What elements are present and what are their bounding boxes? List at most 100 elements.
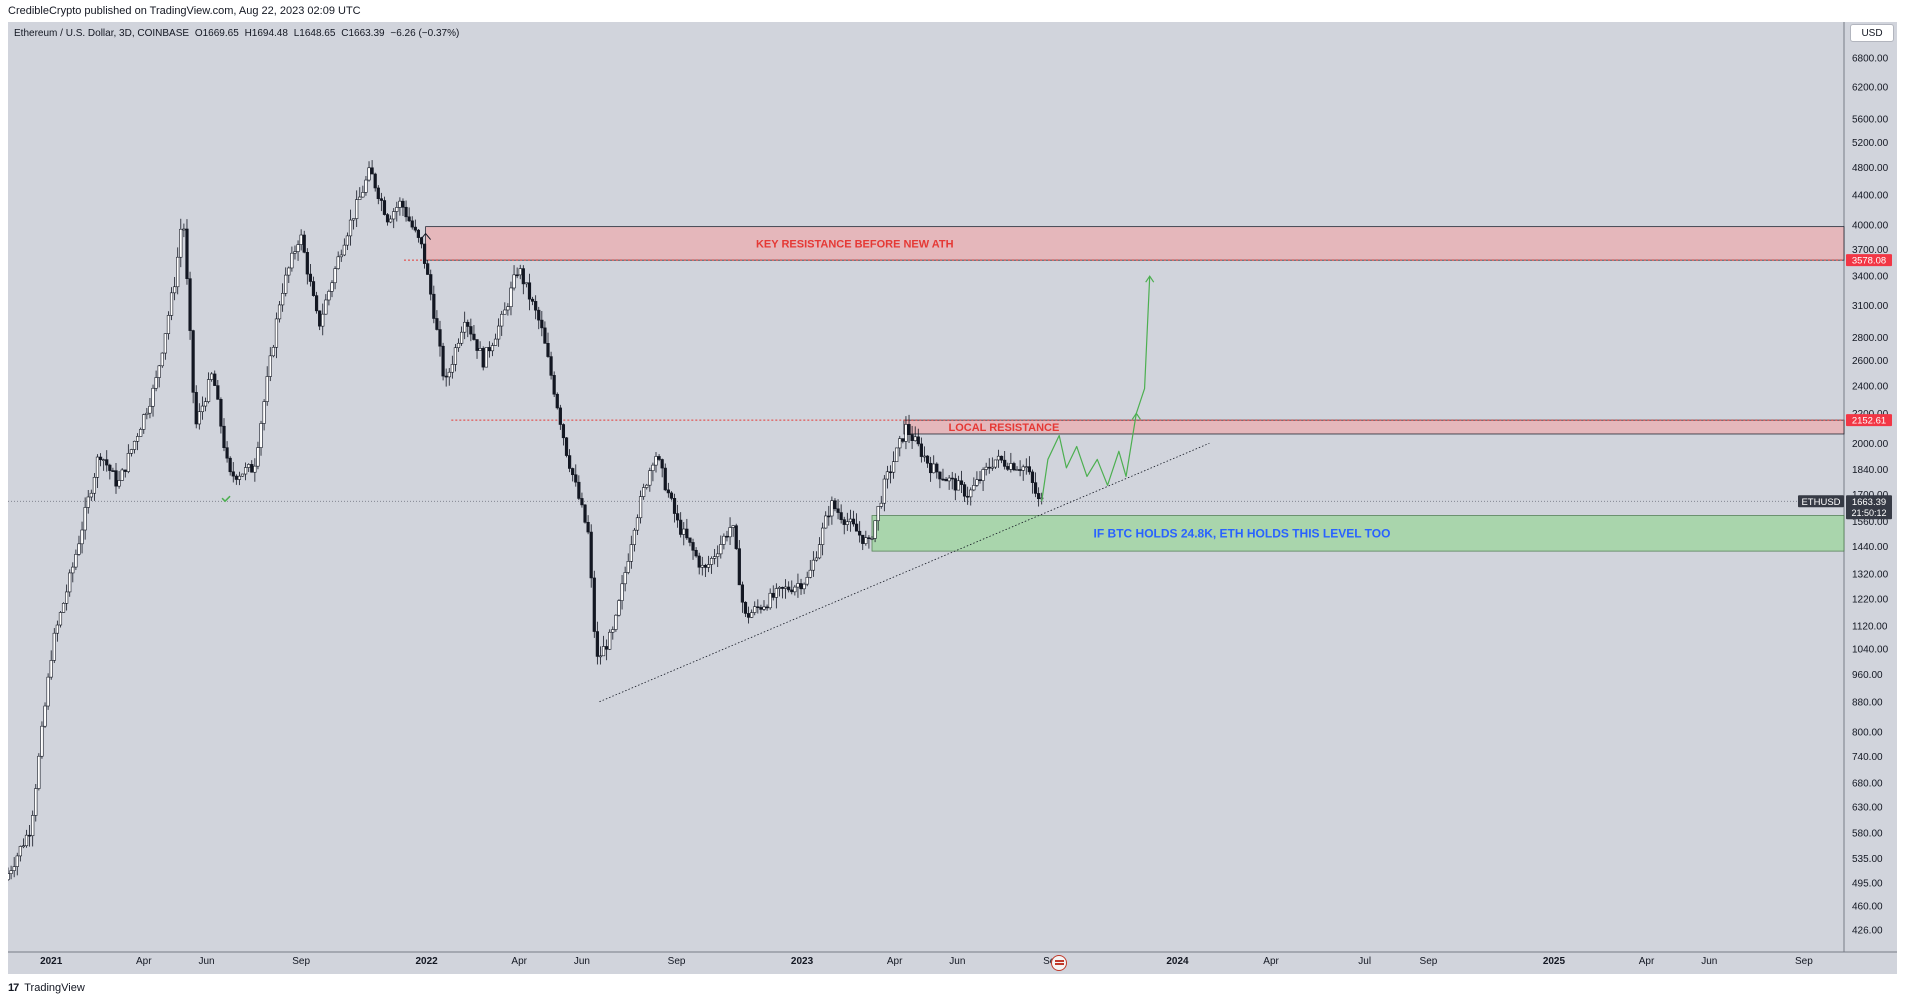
candle-body xyxy=(262,401,266,424)
candle-body xyxy=(922,455,927,458)
candle-body xyxy=(765,606,769,609)
candle-body xyxy=(27,834,32,837)
candle-body xyxy=(31,815,35,837)
candle-body xyxy=(848,518,852,523)
candle-body xyxy=(419,237,424,245)
candle-body xyxy=(999,455,1004,461)
candle-body xyxy=(675,513,680,521)
y-tick-label: 5600.00 xyxy=(1852,115,1889,126)
candle-body xyxy=(367,167,371,181)
y-tick-label: 4000.00 xyxy=(1852,221,1889,232)
candle-body xyxy=(432,293,436,319)
candle-body xyxy=(293,251,297,254)
candle-body xyxy=(506,306,510,311)
currency-button[interactable]: USD xyxy=(1850,24,1894,42)
candle-body xyxy=(259,423,263,448)
y-tick-label: 1120.00 xyxy=(1852,621,1888,632)
candle-body xyxy=(642,487,646,497)
check-mark-icon xyxy=(221,495,231,503)
candle-body xyxy=(577,481,581,499)
x-tick-label: 2022 xyxy=(416,956,439,967)
y-tick-label: 535.00 xyxy=(1852,854,1883,865)
candle-body xyxy=(904,424,908,442)
candle-body xyxy=(166,315,171,334)
candle-body xyxy=(731,525,735,528)
candle-body xyxy=(478,348,482,351)
candle-body xyxy=(126,453,130,472)
candle-body xyxy=(1037,493,1041,500)
candle-body xyxy=(422,243,427,264)
candle-body xyxy=(938,471,942,480)
candle-body xyxy=(336,256,340,269)
candle-body xyxy=(833,500,837,510)
candle-body xyxy=(821,527,825,545)
candle-body xyxy=(351,218,356,221)
candle-body xyxy=(447,371,451,378)
candle-body xyxy=(759,607,763,610)
chart-area[interactable]: 426.00 460.00 495.00 535.00 580.00 630.00 680.… xyxy=(8,22,1897,974)
candle-body xyxy=(114,470,118,487)
candle-body xyxy=(709,558,714,565)
candle-body xyxy=(117,480,121,487)
candle-body xyxy=(898,438,902,449)
candle-body xyxy=(142,414,146,430)
candle-body xyxy=(737,548,741,586)
candle-body xyxy=(540,319,544,329)
y-tick-label: 740.00 xyxy=(1852,752,1883,763)
x-tick-label: Sep xyxy=(1795,956,1813,967)
candle-body xyxy=(355,199,359,219)
candle-body xyxy=(762,606,766,610)
candle-body xyxy=(969,489,973,498)
candle-body xyxy=(89,492,93,498)
candle-body xyxy=(12,866,16,871)
footer: 17 TradingView xyxy=(8,980,85,996)
candle-body xyxy=(814,557,819,561)
y-tick-label: 3700.00 xyxy=(1852,245,1889,256)
candle-body xyxy=(342,244,346,256)
candle-body xyxy=(873,520,877,539)
tradingview-logo-icon: 17 xyxy=(8,982,19,994)
y-tick-label: 880.00 xyxy=(1852,697,1883,708)
candle-body xyxy=(1021,466,1025,471)
candle-body xyxy=(179,228,183,258)
candle-body xyxy=(706,564,711,568)
candle-body xyxy=(74,554,78,568)
candle-body xyxy=(18,846,22,857)
candle-body xyxy=(623,572,627,585)
candle-body xyxy=(111,470,115,472)
candle-body xyxy=(645,484,649,488)
y-tick-label: 1560.00 xyxy=(1852,517,1889,528)
candle-body xyxy=(515,274,519,277)
us-flag-icon[interactable] xyxy=(1051,955,1067,971)
candle-body xyxy=(37,755,41,789)
candle-body xyxy=(827,515,831,518)
candle-body xyxy=(700,564,704,568)
symbol-label: ETHUSD xyxy=(1801,497,1840,508)
candle-body xyxy=(271,346,275,357)
candle-body xyxy=(438,329,442,347)
candle-body xyxy=(210,373,214,380)
projection-arrowhead-icon xyxy=(1145,275,1155,283)
candle-body xyxy=(916,436,920,445)
candle-body xyxy=(46,676,50,707)
zone-rect xyxy=(871,515,1845,552)
candle-body xyxy=(472,333,476,340)
candle-body xyxy=(382,200,387,215)
candle-body xyxy=(672,498,677,514)
candle-body xyxy=(40,725,44,757)
candle-body xyxy=(962,484,967,497)
candle-body xyxy=(475,339,479,351)
y-tick-label: 426.00 xyxy=(1852,926,1883,937)
candle-body xyxy=(694,549,698,557)
candle-body xyxy=(185,228,189,279)
candle-body xyxy=(376,187,380,199)
candle-body xyxy=(552,375,556,395)
legend-change: −6.26 (−0.37%) xyxy=(390,28,460,39)
zone-price-label: 3578.08 xyxy=(1852,256,1886,267)
candle-body xyxy=(151,387,155,407)
trendline xyxy=(599,442,1210,703)
candle-body xyxy=(990,466,994,469)
candle-body xyxy=(790,589,794,593)
price-chart[interactable]: 426.00 460.00 495.00 535.00 580.00 630.00 680.… xyxy=(8,22,1897,974)
candle-body xyxy=(861,534,865,544)
